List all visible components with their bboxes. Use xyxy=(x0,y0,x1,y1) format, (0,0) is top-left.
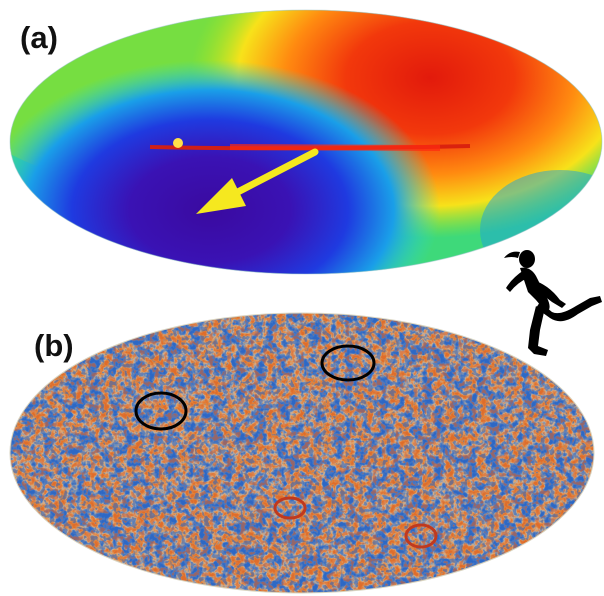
panel-label-a: (a) xyxy=(20,20,58,55)
dipole-arrow xyxy=(196,148,319,214)
black-circle-icon xyxy=(134,391,188,431)
black-circle-icon xyxy=(320,344,376,382)
runner-silhouette-icon xyxy=(504,250,602,356)
cmb-anisotropy-map xyxy=(10,313,594,593)
dipole-map-fill xyxy=(10,10,602,274)
red-circle-icon xyxy=(404,523,438,549)
panel-label-b: (b) xyxy=(34,328,74,363)
red-circle-icon xyxy=(273,496,307,520)
